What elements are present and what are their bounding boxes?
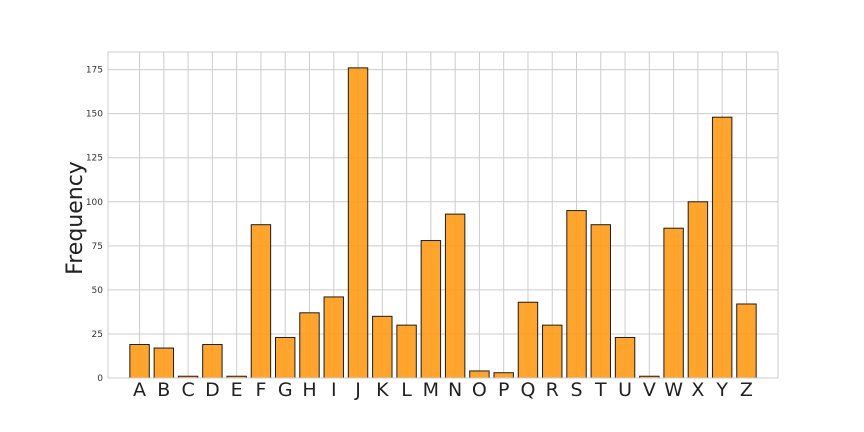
y-tick-label: 0 bbox=[97, 374, 103, 384]
x-tick-label: Y bbox=[715, 379, 728, 401]
axes-frame bbox=[107, 51, 779, 379]
x-tick-label: I bbox=[331, 379, 337, 401]
bar-w bbox=[663, 227, 684, 379]
x-tick-label: O bbox=[472, 379, 487, 401]
bar-b bbox=[153, 347, 175, 379]
bar-f bbox=[250, 224, 272, 379]
bar-r bbox=[542, 324, 563, 379]
bar-x bbox=[687, 201, 709, 379]
x-tick-label: Z bbox=[740, 379, 753, 401]
x-tick-label: T bbox=[594, 379, 607, 401]
y-tick-label: 175 bbox=[86, 66, 103, 76]
bar-p bbox=[493, 372, 514, 379]
x-tick-label: V bbox=[643, 379, 656, 401]
x-tick-label: L bbox=[401, 379, 412, 401]
x-tick-label: C bbox=[181, 379, 194, 401]
x-tick-label: U bbox=[618, 379, 632, 401]
x-tick-label: G bbox=[278, 379, 293, 401]
y-tick-label: 100 bbox=[86, 198, 103, 208]
y-tick-label: 75 bbox=[92, 242, 103, 252]
bar-j bbox=[347, 67, 369, 379]
x-tick-label: K bbox=[376, 379, 389, 401]
bar-o bbox=[469, 370, 490, 379]
x-tick-label: S bbox=[570, 379, 582, 401]
bar-z bbox=[736, 303, 757, 379]
y-tick-label: 150 bbox=[86, 110, 103, 120]
bar-l bbox=[396, 324, 417, 379]
bar-n bbox=[444, 213, 466, 379]
x-tick-label: D bbox=[205, 379, 220, 401]
bar-y bbox=[711, 116, 733, 379]
y-axis-label: Frequency bbox=[63, 161, 88, 275]
bars bbox=[129, 67, 757, 379]
x-tick-label: F bbox=[255, 379, 266, 401]
x-tick-label: W bbox=[664, 379, 683, 401]
y-tick-label: 50 bbox=[92, 286, 104, 296]
bar-h bbox=[299, 312, 320, 379]
x-tick-label: H bbox=[302, 379, 316, 401]
x-tick-label: P bbox=[498, 379, 509, 401]
bar-a bbox=[129, 344, 150, 379]
bar-d bbox=[202, 344, 223, 379]
x-tick-label: R bbox=[546, 379, 559, 401]
bar-s bbox=[566, 210, 587, 379]
bar-m bbox=[420, 240, 442, 379]
x-tick-label: B bbox=[157, 379, 170, 401]
bar-u bbox=[614, 336, 636, 379]
bar-t bbox=[590, 224, 612, 379]
y-tick-labels: 0 25 50 75 100 125 150 175 bbox=[86, 66, 103, 384]
x-tick-label: M bbox=[423, 379, 439, 401]
y-tick-label: 25 bbox=[92, 330, 103, 340]
y-tick-label: 125 bbox=[86, 154, 103, 164]
bar-q bbox=[517, 301, 539, 379]
x-tick-label: A bbox=[133, 379, 146, 401]
x-tick-label: N bbox=[448, 379, 462, 401]
x-tick-label: J bbox=[354, 379, 361, 401]
bar-k bbox=[372, 315, 393, 379]
bar-g bbox=[275, 336, 296, 379]
x-tick-label: X bbox=[691, 379, 704, 401]
bar-i bbox=[323, 296, 344, 379]
plot-frame bbox=[107, 51, 779, 379]
x-tick-label: E bbox=[231, 379, 243, 401]
x-tick-label: Q bbox=[520, 379, 535, 401]
